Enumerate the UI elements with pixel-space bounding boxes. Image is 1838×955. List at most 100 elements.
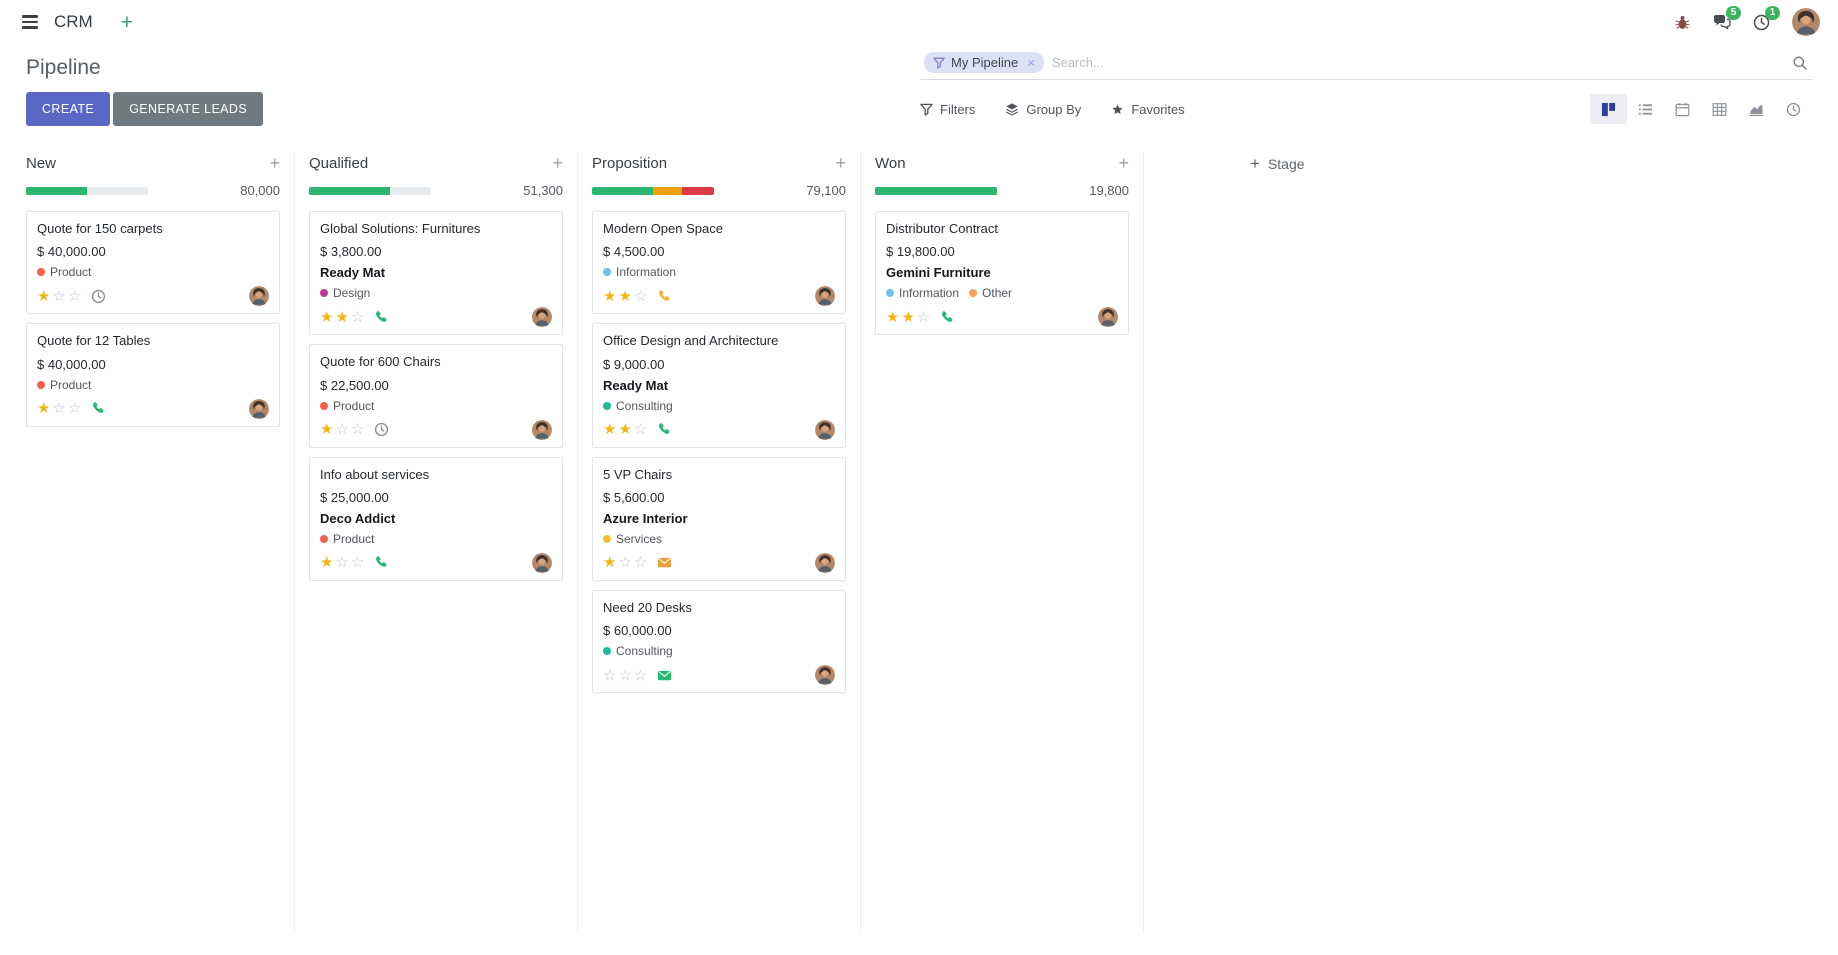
kanban-card[interactable]: Quote for 12 Tables $ 40,000.00 Product … [26,323,280,427]
column-progressbar[interactable] [592,186,714,195]
app-name[interactable]: CRM [54,12,93,31]
activity-view-button[interactable] [1775,94,1812,124]
phone-activity-icon[interactable] [657,422,672,437]
column-quick-add-icon[interactable]: + [835,153,846,173]
priority-star-icon[interactable]: ☆ [350,554,365,572]
priority-star-icon[interactable]: ☆ [633,554,648,572]
remove-facet-icon[interactable]: × [1027,55,1035,70]
card-priority-stars[interactable]: ★ ☆ ☆ [320,422,364,437]
kanban-card[interactable]: Info about services $ 25,000.00 Deco Add… [309,456,563,581]
column-quick-add-icon[interactable]: + [1118,153,1129,173]
card-priority-stars[interactable]: ★ ★ ☆ [320,310,364,325]
filters-button[interactable]: Filters [920,102,975,117]
priority-star-icon[interactable]: ☆ [633,666,648,684]
card-priority-stars[interactable]: ★ ☆ ☆ [320,555,364,570]
phone-activity-icon[interactable] [940,310,955,325]
calendar-view-button[interactable] [1664,94,1701,124]
priority-star-icon[interactable]: ★ [320,308,334,326]
priority-star-icon[interactable]: ☆ [67,287,82,305]
kanban-card[interactable]: Distributor Contract $ 19,800.00 Gemini … [875,211,1129,336]
quick-create-icon[interactable]: + [120,10,133,34]
priority-star-icon[interactable]: ☆ [335,421,349,438]
priority-star-icon[interactable]: ☆ [633,421,648,438]
search-input[interactable] [1051,55,1784,70]
priority-star-icon[interactable]: ☆ [618,554,632,572]
apps-menu-icon[interactable] [18,11,42,33]
priority-star-icon[interactable]: ☆ [350,421,365,438]
priority-star-icon[interactable]: ★ [618,287,632,305]
column-title[interactable]: Qualified [309,154,369,172]
progress-segment[interactable] [682,186,714,195]
priority-star-icon[interactable]: ★ [603,554,617,572]
progress-segment[interactable] [875,186,997,195]
graph-view-button[interactable] [1738,94,1775,124]
kanban-card[interactable]: Global Solutions: Furnitures $ 3,800.00 … [309,211,563,336]
activities-button[interactable]: 1 [1753,5,1780,31]
priority-star-icon[interactable]: ☆ [603,666,617,684]
kanban-card[interactable]: Quote for 600 Chairs $ 22,500.00 Product… [309,344,563,448]
kanban-card[interactable]: 5 VP Chairs $ 5,600.00 Azure Interior Se… [592,456,846,581]
priority-star-icon[interactable]: ☆ [335,554,349,572]
group-by-button[interactable]: Group By [1005,102,1081,117]
phone-activity-icon[interactable] [374,310,389,325]
priority-star-icon[interactable]: ★ [320,421,334,438]
generate-leads-button[interactable]: GENERATE LEADS [113,92,264,126]
card-priority-stars[interactable]: ★ ☆ ☆ [37,401,81,416]
phone-activity-icon[interactable] [657,289,672,304]
priority-star-icon[interactable]: ★ [901,308,915,326]
column-title[interactable]: Proposition [592,154,668,172]
card-priority-stars[interactable]: ☆ ☆ ☆ [603,668,647,683]
add-stage-button[interactable]: + Stage [1250,152,1305,172]
search-bar[interactable]: My Pipeline × [920,50,1812,80]
priority-star-icon[interactable]: ★ [886,308,900,326]
progress-segment[interactable] [309,186,390,195]
search-facet[interactable]: My Pipeline × [924,52,1044,73]
priority-star-icon[interactable]: ★ [603,287,617,305]
card-priority-stars[interactable]: ★ ★ ☆ [603,289,647,304]
column-title[interactable]: New [26,154,57,172]
user-avatar[interactable] [1792,8,1820,36]
clock-activity-icon[interactable] [91,289,106,304]
progress-segment[interactable] [653,186,683,195]
priority-star-icon[interactable]: ★ [618,421,632,438]
debug-bug-icon[interactable] [1674,14,1691,31]
kanban-card[interactable]: Modern Open Space $ 4,500.00 Information… [592,211,846,315]
list-view-button[interactable] [1627,94,1664,124]
card-priority-stars[interactable]: ★ ☆ ☆ [37,289,81,304]
card-priority-stars[interactable]: ★ ★ ☆ [603,422,647,437]
priority-star-icon[interactable]: ☆ [52,287,66,305]
phone-activity-icon[interactable] [91,401,106,416]
progress-segment[interactable] [592,186,653,195]
priority-star-icon[interactable]: ☆ [916,308,931,326]
create-button[interactable]: CREATE [26,92,111,126]
card-priority-stars[interactable]: ★ ★ ☆ [886,310,930,325]
priority-star-icon[interactable]: ★ [37,287,51,305]
column-progressbar[interactable] [309,186,431,195]
favorites-button[interactable]: Favorites [1111,102,1185,117]
envelope-activity-icon[interactable] [657,555,672,570]
priority-star-icon[interactable]: ☆ [350,308,365,326]
column-progressbar[interactable] [875,186,997,195]
priority-star-icon[interactable]: ☆ [618,666,632,684]
column-progressbar[interactable] [26,186,148,195]
kanban-card[interactable]: Quote for 150 carpets $ 40,000.00 Produc… [26,211,280,315]
priority-star-icon[interactable]: ★ [320,554,334,572]
card-priority-stars[interactable]: ★ ☆ ☆ [603,555,647,570]
kanban-view-button[interactable] [1590,94,1627,124]
messages-button[interactable]: 5 [1713,6,1741,30]
clock-activity-icon[interactable] [374,422,389,437]
priority-star-icon[interactable]: ★ [37,400,51,417]
column-quick-add-icon[interactable]: + [552,153,563,173]
kanban-card[interactable]: Need 20 Desks $ 60,000.00 Consulting ☆ ☆ ☆ [592,589,846,693]
priority-star-icon[interactable]: ★ [603,421,617,438]
pivot-view-button[interactable] [1701,94,1738,124]
phone-activity-icon[interactable] [374,555,389,570]
column-quick-add-icon[interactable]: + [269,153,280,173]
search-icon[interactable] [1792,55,1808,71]
column-title[interactable]: Won [875,154,906,172]
priority-star-icon[interactable]: ★ [335,308,349,326]
priority-star-icon[interactable]: ☆ [67,400,82,417]
progress-segment[interactable] [26,186,87,195]
priority-star-icon[interactable]: ☆ [633,287,648,305]
priority-star-icon[interactable]: ☆ [52,400,66,417]
